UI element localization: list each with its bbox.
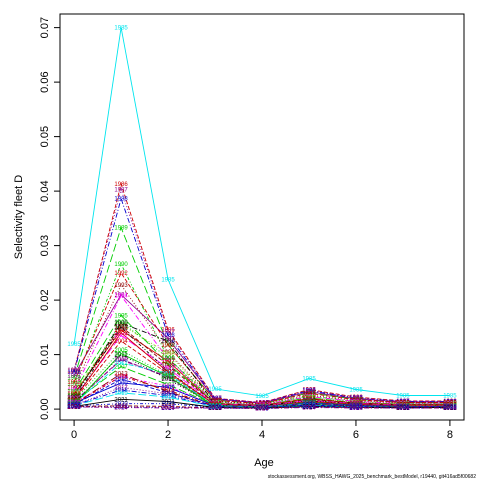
point-label-1994-age1: 1994 — [114, 294, 128, 300]
point-label-2016-age1: 2016 — [114, 377, 128, 383]
point-label-1987-age1: 1987 — [114, 188, 128, 194]
x-tick-label-8: 8 — [447, 429, 453, 441]
point-label-1985-age0: 1985 — [67, 342, 81, 348]
point-label-2012-age1: 2012 — [114, 361, 128, 367]
point-label-2024-age8: 2024 — [443, 406, 457, 412]
y-tick-label-7: 0.07 — [39, 17, 51, 38]
series-line-1991 — [74, 295, 450, 403]
point-label-1990-age1: 1990 — [114, 262, 128, 268]
point-label-1985-age1: 1985 — [114, 26, 128, 32]
point-label-1995-age1: 1995 — [114, 313, 128, 319]
point-label-2024-age7: 2024 — [396, 406, 410, 412]
point-label-2024-age3: 2024 — [208, 406, 222, 412]
point-label-2024-age5: 2024 — [302, 406, 316, 412]
x-tick-label-4: 4 — [259, 429, 265, 441]
y-tick-label-4: 0.04 — [39, 180, 51, 201]
point-label-2024-age1: 2024 — [114, 406, 128, 412]
series-line-1993 — [74, 285, 450, 404]
x-tick-label-2: 2 — [165, 429, 171, 441]
series-line-1994 — [74, 296, 450, 405]
series-line-1988 — [74, 199, 450, 403]
y-tick-label-5: 0.05 — [39, 126, 51, 147]
point-label-1989-age1: 1989 — [114, 226, 128, 232]
point-label-1993-age1: 1993 — [114, 283, 128, 289]
point-label-1985-age2: 1985 — [161, 277, 175, 283]
y-tick-label-0: 0.00 — [39, 398, 51, 419]
y-axis-label: Selectivity fleet D — [13, 175, 25, 259]
point-label-2024-age6: 2024 — [349, 406, 363, 412]
point-label-1992-age1: 1992 — [114, 271, 128, 277]
y-tick-label-3: 0.03 — [39, 235, 51, 256]
point-label-2000-age2: 2000 — [161, 339, 175, 345]
point-label-2021-age1: 2021 — [114, 397, 128, 403]
y-tick-label-2: 0.02 — [39, 289, 51, 310]
x-tick-label-6: 6 — [353, 429, 359, 441]
point-label-1985-age6: 1985 — [349, 388, 363, 394]
point-label-1991-age0: 1991 — [67, 373, 81, 379]
point-label-2004-age1: 2004 — [114, 339, 128, 345]
point-label-layer: 19851985198519851985198519851985 19851986… — [67, 26, 457, 413]
point-label-2024-age2: 2024 — [161, 406, 175, 412]
point-label-1988-age1: 1988 — [114, 197, 128, 203]
y-tick-label-6: 0.06 — [39, 71, 51, 92]
x-axis-label: Age — [254, 457, 274, 469]
x-tick-label-0: 0 — [71, 429, 77, 441]
y-axis: 0.00 0.01 0.02 0.03 0.04 0.05 0.06 0.07 — [39, 17, 60, 420]
point-label-1985-age4: 1985 — [255, 394, 269, 400]
x-axis: 0 2 4 6 8 — [71, 420, 453, 441]
point-label-2024-age4: 2024 — [255, 407, 269, 413]
point-label-1999-age2: 1999 — [161, 356, 175, 362]
point-label-2015-age1: 2015 — [114, 352, 128, 358]
series-layer — [74, 28, 450, 409]
point-label-2024-age0: 2024 — [67, 405, 81, 411]
point-label-2003-age1: 2003 — [114, 331, 128, 337]
point-label-1985-age3: 1985 — [208, 387, 222, 393]
point-label-1985-age5: 1985 — [302, 377, 316, 383]
y-tick-label-1: 0.01 — [39, 344, 51, 365]
footer-text: stockassessment.org, WBSS_HAWG_2025_benc… — [268, 474, 476, 480]
point-label-2019-age1: 2019 — [114, 391, 128, 397]
point-label-2015-age2: 2015 — [161, 374, 175, 380]
